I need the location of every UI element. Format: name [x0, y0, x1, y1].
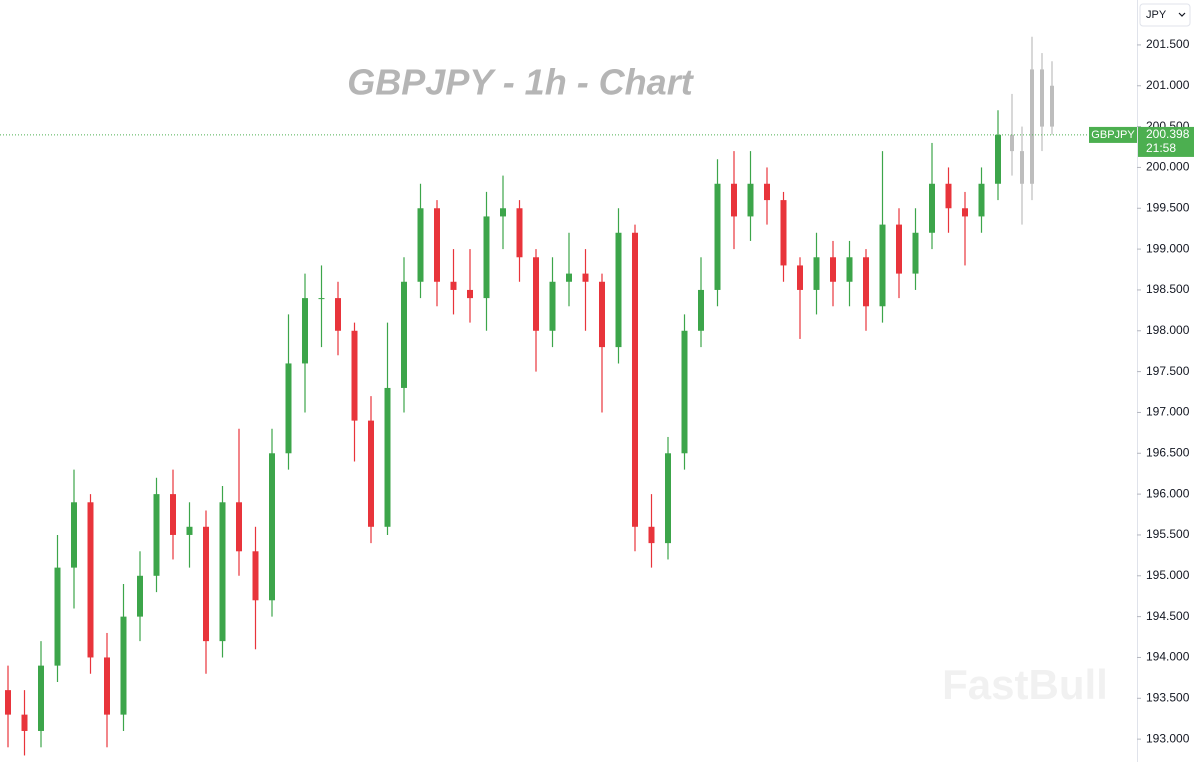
dropdown-arrow	[1178, 12, 1186, 17]
y-tick-label: 201.000	[1146, 78, 1190, 92]
candle-body	[269, 453, 275, 601]
price-tag	[1138, 126, 1194, 157]
candle-body	[912, 232, 919, 274]
candle-body	[71, 502, 77, 568]
candle-body	[978, 183, 985, 217]
candle-body	[830, 257, 836, 282]
candle-body	[104, 657, 110, 715]
y-tick-label: 195.500	[1146, 527, 1190, 541]
y-tick-label: 199.000	[1146, 241, 1190, 255]
candle-body	[137, 575, 143, 617]
candle-body	[5, 690, 11, 715]
candle-body	[236, 502, 242, 552]
y-tick-label: 198.000	[1146, 323, 1190, 337]
candle-body	[318, 298, 325, 300]
candle-body	[896, 224, 902, 274]
candle-body	[929, 183, 935, 233]
chart-title: GBPJPY - 1h - Chart	[347, 62, 694, 103]
countdown-label: 21:58	[1146, 141, 1176, 155]
candle-body	[1040, 69, 1044, 127]
candle-body	[170, 494, 176, 535]
symbol-tag	[1089, 126, 1137, 143]
candle-body	[681, 330, 688, 454]
candle-body	[38, 665, 44, 731]
candle-body	[401, 281, 407, 388]
y-tick-label: 199.500	[1146, 200, 1190, 214]
symbol-label: GBPJPY	[1091, 129, 1135, 141]
candle-body	[1010, 134, 1014, 152]
candle-body	[846, 257, 853, 282]
candle-body	[863, 257, 869, 307]
candle-body	[54, 567, 61, 666]
candle-body	[467, 289, 473, 299]
candle-body	[615, 232, 622, 348]
candle-body	[962, 208, 968, 217]
candle-body	[698, 289, 704, 331]
candle-body	[417, 208, 424, 282]
watermark: FastBull	[942, 661, 1108, 708]
candle-body	[533, 257, 539, 331]
candle-body	[632, 232, 638, 527]
candle-body	[797, 265, 803, 290]
candle-body	[764, 183, 770, 201]
candle-body	[582, 273, 589, 282]
price-label: 200.398	[1146, 127, 1190, 141]
candle-body	[335, 298, 341, 331]
candle-body	[780, 200, 787, 266]
y-tick-label: 196.000	[1146, 486, 1190, 500]
y-tick-label: 193.500	[1146, 690, 1190, 704]
y-tick-label: 194.000	[1146, 650, 1190, 664]
candle-body	[714, 183, 721, 290]
candle-body	[351, 330, 358, 421]
candle-body	[450, 281, 457, 290]
candle-body	[995, 134, 1001, 184]
candle-body	[549, 281, 556, 331]
candle-body	[516, 208, 523, 258]
candle-body	[203, 526, 209, 642]
y-tick-label: 198.500	[1146, 282, 1190, 296]
candle-body	[368, 420, 374, 527]
candle-body	[434, 208, 440, 282]
y-tick-label: 195.000	[1146, 568, 1190, 582]
candle-body	[665, 453, 671, 544]
candle-body	[384, 387, 391, 527]
candle-body	[813, 257, 820, 290]
y-tick-label: 193.000	[1146, 731, 1190, 745]
candle-body	[285, 363, 292, 454]
candle-body	[87, 502, 94, 658]
candle-body	[747, 183, 754, 217]
candle-body	[599, 281, 605, 348]
candle-body	[21, 714, 28, 731]
y-tick-label: 194.500	[1146, 609, 1190, 623]
candle-body	[186, 526, 193, 535]
candle-body	[648, 526, 655, 544]
currency-label[interactable]: JPY	[1146, 9, 1167, 21]
candle-body	[153, 494, 160, 576]
candle-body	[302, 298, 308, 364]
candle-body	[879, 224, 886, 307]
candle-body	[566, 273, 572, 282]
candle-body	[731, 183, 737, 217]
candle-body	[120, 616, 127, 715]
candle-body	[945, 183, 952, 209]
y-tick-label: 196.500	[1146, 445, 1190, 459]
candle-body	[500, 208, 506, 217]
currency-select[interactable]	[1139, 3, 1191, 27]
candle-body	[1020, 151, 1024, 184]
candle-body	[1030, 69, 1034, 184]
y-tick-label: 197.000	[1146, 405, 1190, 419]
candle-body	[1050, 85, 1054, 127]
plot-area	[5, 36, 1054, 756]
candle-body	[219, 502, 226, 642]
y-tick-label: 197.500	[1146, 364, 1190, 378]
candle-body	[483, 216, 490, 299]
y-tick-label: 201.500	[1146, 37, 1190, 51]
candle-body	[252, 551, 259, 601]
y-tick-label: 200.000	[1146, 160, 1190, 174]
